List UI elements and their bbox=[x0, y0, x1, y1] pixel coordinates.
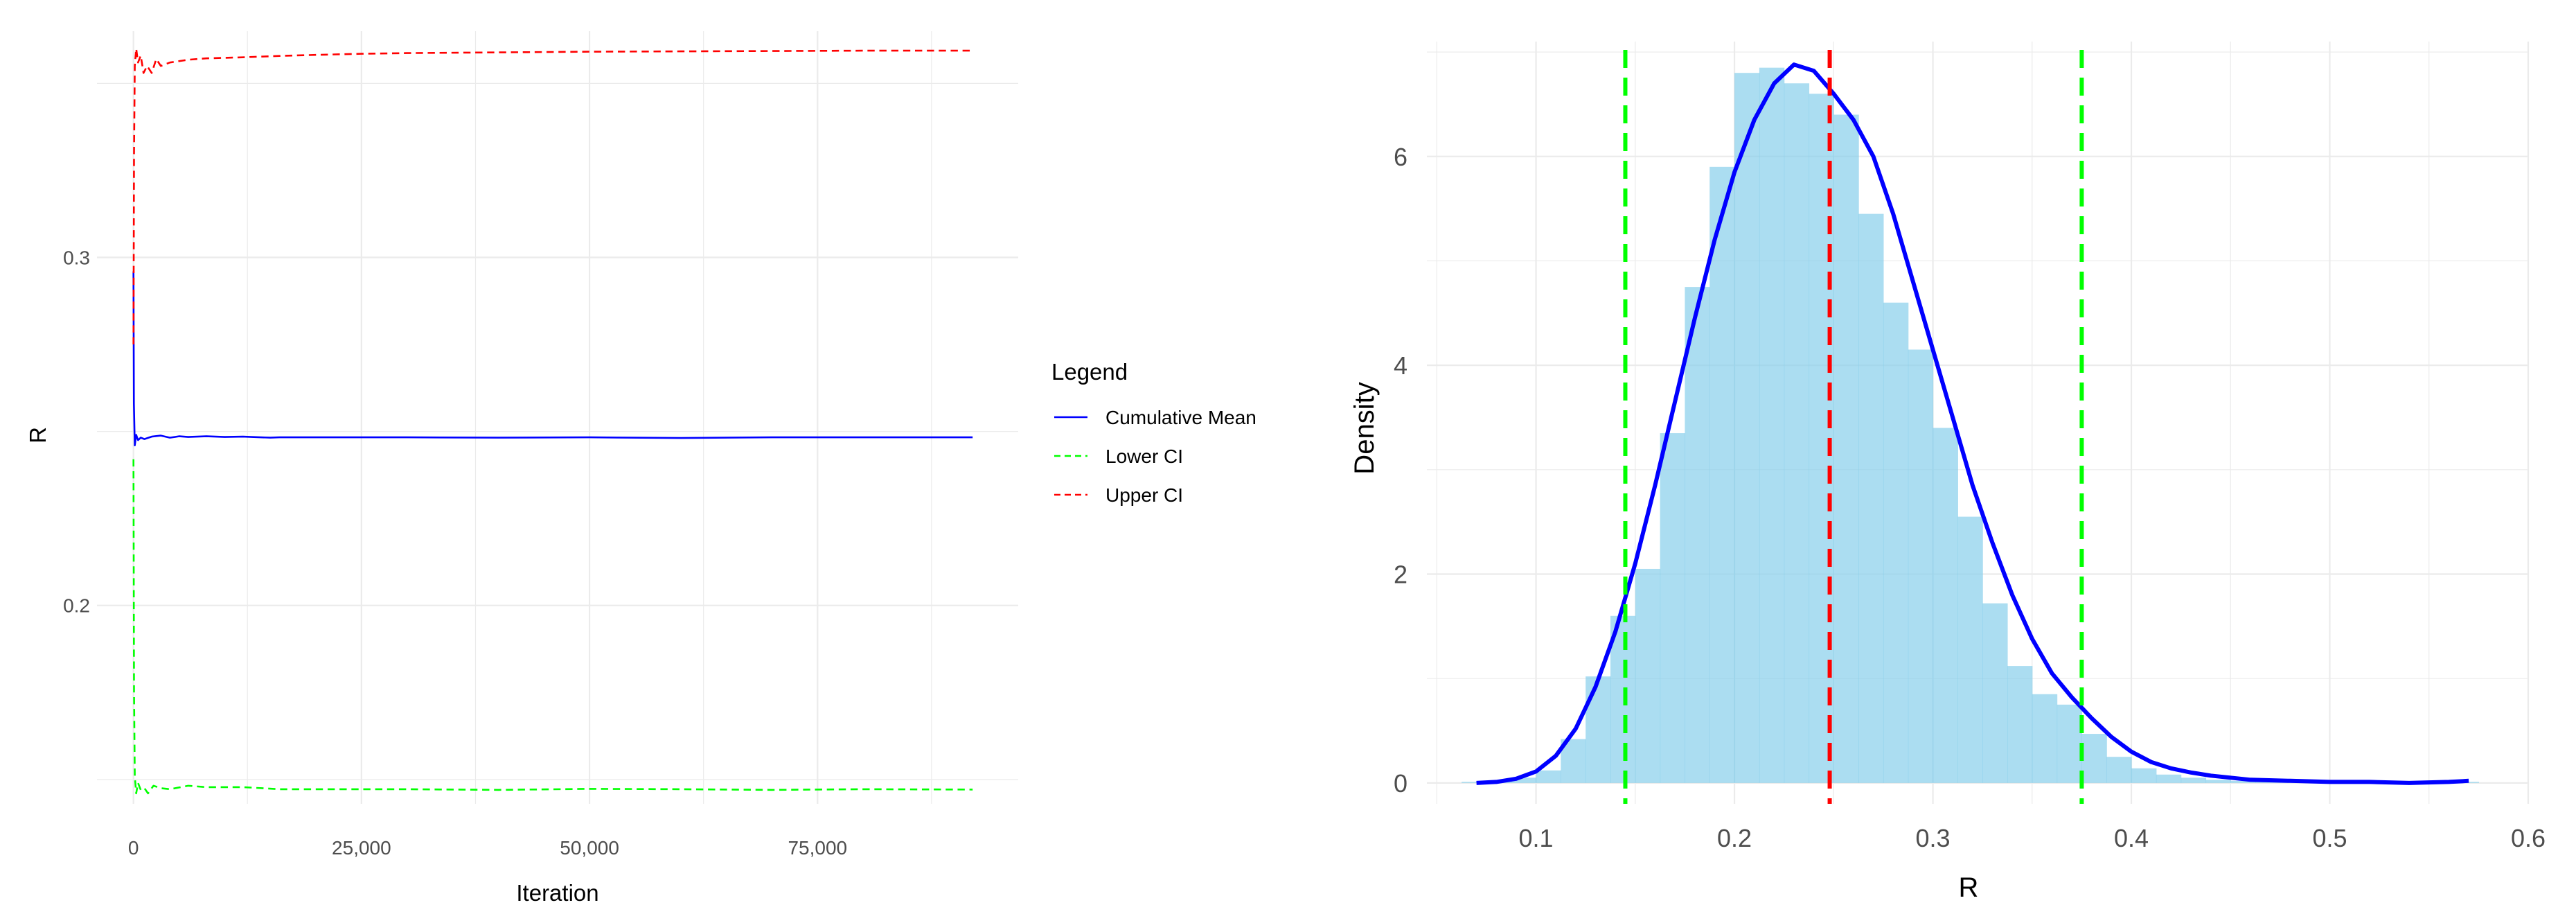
x-tick-label: 0.6 bbox=[2511, 824, 2546, 852]
histogram-bar bbox=[1511, 777, 1537, 783]
histogram-bar bbox=[2057, 704, 2083, 783]
density-plot: 0.1 0.2 0.3 0.4 0.5 0.6 0 2 4 6 R Density bbox=[1349, 42, 2546, 903]
series-line-cumulative-mean bbox=[132, 271, 973, 447]
histogram-bar bbox=[1734, 73, 1760, 783]
series-line-lower-ci bbox=[132, 459, 973, 795]
y-tick-label: 6 bbox=[1394, 143, 1407, 171]
trace-plot-grid bbox=[97, 31, 1018, 804]
reference-lines bbox=[1623, 50, 2084, 804]
histogram-bar bbox=[1858, 213, 1884, 783]
density-curve bbox=[1476, 62, 2469, 785]
histogram-bar bbox=[1709, 166, 1735, 783]
x-tick-label: 0.3 bbox=[1916, 824, 1951, 852]
histogram-bar bbox=[2032, 694, 2058, 783]
x-tick-label: 0.1 bbox=[1519, 824, 1554, 852]
trace-plot-y-ticks: 0.2 0.3 bbox=[63, 247, 90, 616]
histogram-bar bbox=[1462, 782, 1487, 783]
histogram-bars bbox=[1462, 67, 2479, 783]
histogram-bar bbox=[1536, 770, 1561, 783]
y-tick-label: 2 bbox=[1394, 560, 1407, 588]
trace-plot-legend: Legend Cumulative Mean Lower CI Upper CI bbox=[1051, 359, 1256, 506]
histogram-bar bbox=[1610, 615, 1636, 783]
trace-plot-x-axis-title: Iteration bbox=[516, 880, 598, 906]
x-tick-label: 75,000 bbox=[788, 837, 847, 859]
legend-label: Cumulative Mean bbox=[1105, 407, 1256, 428]
density-plot-x-ticks: 0.1 0.2 0.3 0.4 0.5 0.6 bbox=[1519, 824, 2546, 852]
x-tick-label: 0.4 bbox=[2114, 824, 2149, 852]
histogram-bar bbox=[2131, 768, 2157, 783]
density-plot-y-axis-title: Density bbox=[1349, 382, 1380, 474]
histogram-bar bbox=[1784, 83, 1810, 783]
trace-plot-y-axis-title: R bbox=[25, 427, 51, 443]
histogram-bar bbox=[1585, 676, 1611, 783]
y-tick-label: 0.3 bbox=[63, 247, 90, 268]
x-tick-label: 0 bbox=[128, 837, 139, 859]
histogram-bar bbox=[1635, 568, 1661, 783]
legend-label: Upper CI bbox=[1105, 484, 1183, 506]
histogram-bar bbox=[2180, 777, 2207, 783]
histogram-bar bbox=[1933, 428, 1958, 783]
legend-title: Legend bbox=[1051, 359, 1128, 385]
histogram-bar bbox=[1957, 516, 1983, 783]
legend-label: Lower CI bbox=[1105, 446, 1183, 467]
y-tick-label: 0 bbox=[1394, 769, 1407, 798]
histogram-bar bbox=[1908, 349, 1934, 783]
histogram-bar bbox=[2081, 734, 2107, 783]
density-curve-layer bbox=[1476, 62, 2469, 785]
x-tick-label: 25,000 bbox=[332, 837, 391, 859]
x-tick-label: 0.2 bbox=[1717, 824, 1752, 852]
histogram-bar bbox=[1660, 433, 1686, 783]
histogram-bar bbox=[1833, 114, 1859, 783]
x-tick-label: 50,000 bbox=[560, 837, 619, 859]
histogram-bar bbox=[2007, 666, 2033, 783]
histogram-bar bbox=[2255, 782, 2281, 783]
y-tick-label: 4 bbox=[1394, 351, 1407, 380]
trace-plot-x-ticks: 0 25,000 50,000 75,000 bbox=[128, 837, 847, 859]
y-tick-label: 0.2 bbox=[63, 595, 90, 617]
x-tick-label: 0.5 bbox=[2312, 824, 2347, 852]
density-plot-x-axis-title: R bbox=[1959, 872, 1979, 903]
trace-plot: 0 25,000 50,000 75,000 0.2 0.3 Iteration R L… bbox=[25, 31, 1256, 906]
histogram-bar bbox=[2106, 757, 2132, 783]
histogram-bar bbox=[2205, 780, 2231, 783]
trace-plot-series bbox=[132, 47, 973, 795]
histogram-bar bbox=[1759, 67, 1785, 783]
histogram-bar bbox=[1685, 287, 1710, 783]
histogram-bar bbox=[1883, 302, 1909, 783]
histogram-bar bbox=[2156, 774, 2182, 783]
histogram-bar bbox=[1982, 603, 2008, 783]
histogram-bar bbox=[2230, 780, 2256, 783]
series-line-upper-ci bbox=[132, 47, 973, 345]
density-plot-y-ticks: 0 2 4 6 bbox=[1394, 143, 1407, 798]
legend-items: Cumulative Mean Lower CI Upper CI bbox=[1054, 407, 1256, 506]
